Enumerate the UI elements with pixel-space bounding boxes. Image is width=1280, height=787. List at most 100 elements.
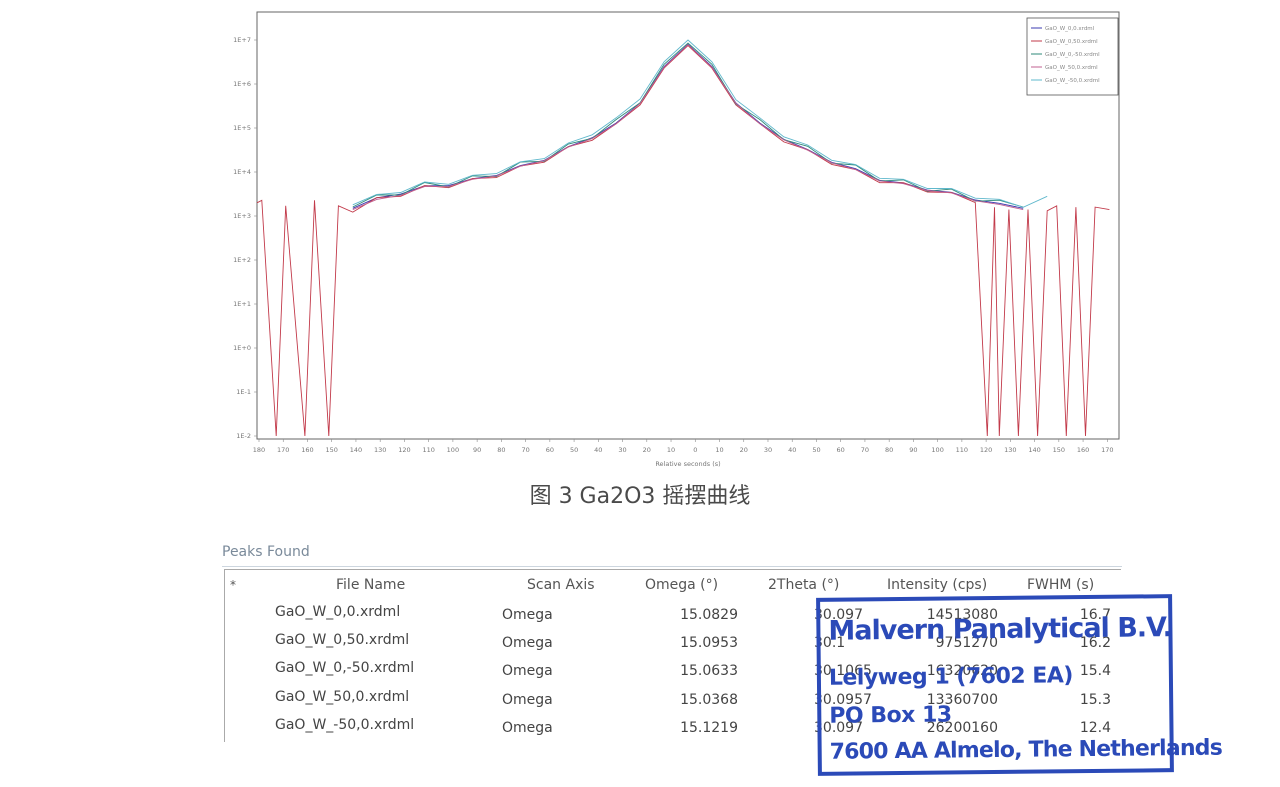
column-header-scan-axis[interactable]: Scan Axis bbox=[527, 577, 595, 593]
stamp-city: 7600 AA Almelo, The Netherlands bbox=[829, 735, 1223, 765]
series-layer bbox=[256, 39, 1110, 437]
legend-label: GaO_W_-50,0.xrdml bbox=[1045, 78, 1100, 84]
x-tick-label: 170 bbox=[277, 446, 289, 454]
cell-intensity: 26200160 bbox=[926, 720, 998, 736]
x-tick-label: 140 bbox=[350, 446, 362, 454]
cell-fwhm: 16.2 bbox=[1079, 635, 1111, 651]
cell-file-name: GaO_W_-50,0.xrdml bbox=[275, 717, 415, 733]
cell-scan-axis: Omega bbox=[502, 635, 553, 651]
cell-intensity: 14513080 bbox=[926, 607, 998, 623]
x-tick-label: 10 bbox=[715, 446, 723, 454]
x-tick-label: 140 bbox=[1028, 446, 1040, 454]
x-tick-label: 40 bbox=[594, 446, 602, 454]
x-tick-label: 90 bbox=[909, 446, 917, 454]
cell-intensity: 9751270 bbox=[935, 635, 998, 651]
x-tick-label: 10 bbox=[667, 446, 675, 454]
x-tick-label: 60 bbox=[546, 446, 554, 454]
x-axis-ticks: 180 170 160 150 140 130 120 110 100 90 80 70 60 50 40 3… bbox=[253, 439, 1114, 454]
cell-fwhm: 16.7 bbox=[1079, 607, 1111, 623]
column-header-fwhm[interactable]: FWHM (s) bbox=[1027, 577, 1095, 593]
cell-file-name: GaO_W_0,50.xrdml bbox=[275, 632, 410, 648]
y-tick-label: 1E+0 bbox=[233, 344, 251, 352]
peaks-table bbox=[224, 569, 1121, 742]
y-axis-ticks: 1E+7 1E+6 1E+5 1E+4 1E+3 1E+2 1E+1 1E+0 1E-1 1E-2 bbox=[233, 36, 257, 440]
column-header-intensity[interactable]: Intensity (cps) bbox=[887, 577, 988, 593]
new-row-marker: * bbox=[230, 578, 236, 592]
cell-2theta: 30.0957 bbox=[814, 692, 872, 708]
y-tick-label: 1E+3 bbox=[233, 212, 251, 220]
x-axis-title: Relative seconds (s) bbox=[655, 460, 720, 468]
x-tick-label: 180 bbox=[253, 446, 265, 454]
x-tick-label: 80 bbox=[497, 446, 505, 454]
x-tick-label: 30 bbox=[618, 446, 626, 454]
cell-fwhm: 15.4 bbox=[1079, 663, 1111, 679]
stamp-company-name: Malvern Panalytical B.V. bbox=[828, 612, 1172, 647]
cell-file-name: GaO_W_0,-50.xrdml bbox=[275, 660, 415, 676]
x-tick-label: 30 bbox=[764, 446, 772, 454]
cell-2theta: 30.1 bbox=[814, 635, 846, 651]
cell-omega: 15.0633 bbox=[680, 663, 738, 679]
peaks-title-rule bbox=[222, 566, 1122, 567]
stamp-po-box: PO Box 13 bbox=[829, 702, 952, 729]
x-tick-label: 110 bbox=[422, 446, 434, 454]
cell-intensity: 16320620 bbox=[926, 663, 998, 679]
x-tick-label: 20 bbox=[643, 446, 651, 454]
cell-omega: 15.0829 bbox=[680, 607, 738, 623]
cell-omega: 15.0368 bbox=[680, 692, 738, 708]
y-tick-label: 1E+2 bbox=[233, 256, 251, 264]
x-tick-label: 70 bbox=[861, 446, 869, 454]
cell-2theta: 30.1065 bbox=[814, 663, 872, 679]
cell-scan-axis: Omega bbox=[502, 663, 553, 679]
x-tick-label: 100 bbox=[447, 446, 459, 454]
cell-file-name: GaO_W_50,0.xrdml bbox=[275, 689, 410, 705]
company-stamp: Malvern Panalytical B.V. Lelyweg 1 (7602… bbox=[816, 594, 1222, 776]
x-tick-label: 80 bbox=[885, 446, 893, 454]
cell-2theta: 30.097 bbox=[814, 720, 863, 736]
cell-fwhm: 12.4 bbox=[1079, 720, 1111, 736]
stamp-street: Lelyweg 1 (7602 EA) bbox=[828, 663, 1074, 691]
series-line bbox=[352, 42, 1024, 208]
x-tick-label: 160 bbox=[301, 446, 313, 454]
x-tick-label: 150 bbox=[326, 446, 338, 454]
x-tick-label: 110 bbox=[956, 446, 968, 454]
x-tick-label: 20 bbox=[740, 446, 748, 454]
series-line bbox=[352, 39, 1048, 208]
x-tick-label: 160 bbox=[1077, 446, 1089, 454]
x-tick-label: 90 bbox=[473, 446, 481, 454]
legend-label: GaO_W_0,-50.xrdml bbox=[1045, 52, 1100, 58]
cell-file-name: GaO_W_0,0.xrdml bbox=[275, 604, 401, 620]
x-tick-label: 150 bbox=[1053, 446, 1065, 454]
x-tick-label: 50 bbox=[812, 446, 820, 454]
peaks-found-title: Peaks Found bbox=[222, 544, 310, 560]
y-tick-label: 1E-2 bbox=[236, 432, 251, 440]
chart-legend: GaO_W_0,0.xrdml GaO_W_0,50.xrdml GaO_W_0,-… bbox=[1026, 17, 1119, 96]
x-tick-label: 170 bbox=[1101, 446, 1113, 454]
x-tick-label: 130 bbox=[1004, 446, 1016, 454]
series-line bbox=[352, 44, 1024, 211]
y-tick-label: 1E+7 bbox=[233, 36, 251, 44]
x-tick-label: 130 bbox=[374, 446, 386, 454]
y-tick-label: 1E-1 bbox=[236, 388, 251, 396]
legend-label: GaO_W_0,50.xrdml bbox=[1045, 39, 1098, 45]
cell-2theta: 30.097 bbox=[814, 607, 863, 623]
column-header-2theta[interactable]: 2Theta (°) bbox=[768, 577, 840, 593]
column-header-file-name[interactable]: File Name bbox=[336, 577, 406, 593]
y-tick-label: 1E+6 bbox=[233, 80, 251, 88]
column-header-omega[interactable]: Omega (°) bbox=[645, 577, 719, 593]
x-tick-label: 100 bbox=[931, 446, 943, 454]
x-tick-label: 70 bbox=[521, 446, 529, 454]
plot-frame bbox=[256, 11, 1120, 440]
legend-label: GaO_W_0,0.xrdml bbox=[1045, 26, 1095, 32]
x-tick-label: 40 bbox=[788, 446, 796, 454]
cell-scan-axis: Omega bbox=[502, 720, 553, 736]
cell-omega: 15.0953 bbox=[680, 635, 738, 651]
cell-fwhm: 15.3 bbox=[1079, 692, 1111, 708]
y-tick-label: 1E+1 bbox=[233, 300, 251, 308]
legend-box bbox=[1026, 17, 1119, 96]
series-line bbox=[256, 44, 1110, 437]
cell-intensity: 13360700 bbox=[926, 692, 998, 708]
y-tick-label: 1E+4 bbox=[233, 168, 251, 176]
rocking-curve-chart: 1E+7 1E+6 1E+5 1E+4 1E+3 1E+2 1E+1 1E+0 1E-1 1E-2… bbox=[233, 11, 1120, 468]
y-tick-label: 1E+5 bbox=[233, 124, 251, 132]
cell-omega: 15.1219 bbox=[680, 720, 738, 736]
